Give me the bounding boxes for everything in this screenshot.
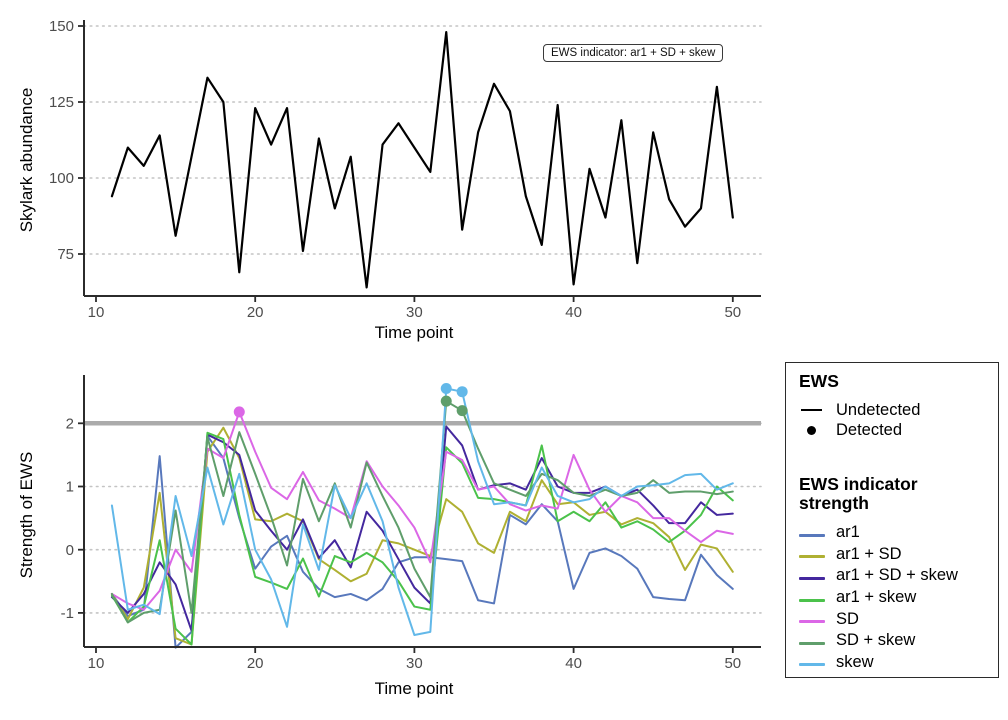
- legend-item-label: ar1: [836, 523, 860, 542]
- y-tick-label: 125: [49, 94, 74, 111]
- legend-item-label: ar1 + SD + skew: [836, 566, 958, 585]
- bottom-x-axis-title: Time point: [374, 679, 454, 698]
- legend-item-label: SD + skew: [836, 631, 916, 650]
- legend-item-detected: Detected: [799, 420, 998, 440]
- x-tick-label: 30: [406, 655, 423, 672]
- detected-point-icon: [799, 425, 836, 435]
- legend-item-skew: skew: [799, 652, 998, 674]
- legend-item-label: ar1 + SD: [836, 544, 902, 563]
- legend-item-label: SD: [836, 609, 859, 628]
- detected-point: [456, 386, 468, 398]
- bottom-y-axis-title: Strength of EWS: [17, 451, 36, 579]
- ar1-skew-line-icon: [799, 589, 836, 607]
- legend-item-label: ar1 + skew: [836, 588, 917, 607]
- skew-line-icon: [799, 653, 836, 671]
- series-line: [110, 400, 734, 624]
- top-y-axis-title: Skylark abundance: [17, 87, 36, 233]
- detected-point: [440, 383, 452, 395]
- legend-item-ar1-sd: ar1 + SD: [799, 544, 998, 566]
- abundance-chart: 75 100 125 150 10 20 30 40 50: [49, 18, 762, 321]
- series-line: [110, 431, 734, 646]
- x-tick-label: 20: [247, 304, 264, 321]
- series-line: [110, 425, 734, 632]
- y-tick-label: 2: [66, 416, 74, 433]
- y-tick-label: -1: [61, 605, 74, 622]
- legend-ews-title: EWS: [799, 371, 839, 391]
- detected-point: [233, 406, 245, 418]
- y-tick-label: 1: [66, 479, 74, 496]
- detected-point: [440, 395, 452, 407]
- legend-item-label: skew: [836, 652, 874, 671]
- legend-item-label: Undetected: [836, 400, 921, 419]
- top-x-axis-title: Time point: [374, 323, 454, 342]
- y-tick-label: 0: [66, 542, 74, 559]
- legend-item-sd-skew: SD + skew: [799, 630, 998, 652]
- legend-item-undetected: Undetected: [799, 400, 998, 420]
- legend-indicator-title: EWS indicator strength: [799, 474, 918, 513]
- series-line: [110, 30, 734, 289]
- legend-item-ar1-sd-skew: ar1 + SD + skew: [799, 565, 998, 587]
- x-tick-label: 30: [406, 304, 423, 321]
- ar1-sd-line-icon: [799, 545, 836, 563]
- sd-line-icon: [799, 610, 836, 628]
- x-tick-label: 10: [88, 655, 105, 672]
- x-tick-label: 20: [247, 655, 264, 672]
- x-tick-label: 50: [724, 304, 741, 321]
- x-tick-label: 50: [724, 655, 741, 672]
- y-tick-label: 150: [49, 18, 74, 35]
- x-tick-label: 40: [565, 304, 582, 321]
- legend-item-ar1-skew: ar1 + skew: [799, 587, 998, 609]
- legend-panel: EWS Undetected Detected EWS indicator st…: [785, 362, 999, 678]
- legend-item-ar1: ar1: [799, 522, 998, 544]
- legend-item-sd: SD: [799, 608, 998, 630]
- ar1-sd-skew-line-icon: [799, 567, 836, 585]
- ar1-line-icon: [799, 524, 836, 542]
- ews-strength-chart: -1 0 1 2 10 20 30 40 50: [61, 375, 762, 672]
- x-tick-label: 10: [88, 304, 105, 321]
- y-tick-label: 75: [57, 246, 74, 263]
- ews-indicator-annotation: EWS indicator: ar1 + SD + skew: [543, 44, 724, 62]
- series-line: [110, 410, 734, 611]
- series-line: [110, 426, 734, 646]
- x-tick-label: 40: [565, 655, 582, 672]
- legend-item-label: Detected: [836, 420, 903, 439]
- y-tick-label: 100: [49, 170, 74, 187]
- detected-point: [456, 405, 468, 417]
- series-line: [110, 434, 734, 649]
- series-line: [110, 387, 734, 637]
- undetected-line-icon: [799, 408, 836, 412]
- sd-skew-line-icon: [799, 632, 836, 650]
